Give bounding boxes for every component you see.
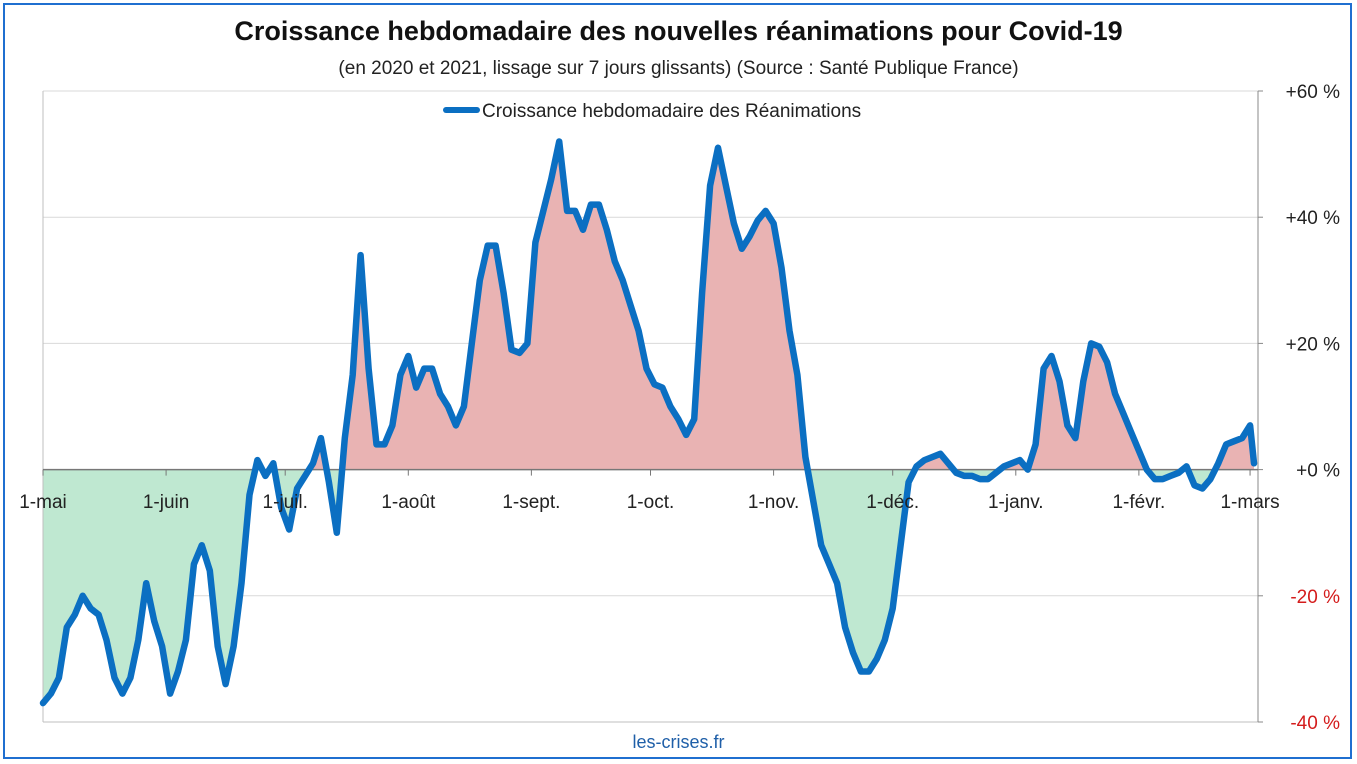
x-tick-label: 1-juin bbox=[143, 492, 189, 513]
series-line-layer bbox=[39, 138, 1258, 707]
x-tick-label: 1-août bbox=[381, 492, 436, 513]
y-tick-label: +0 % bbox=[1296, 461, 1340, 482]
x-tick-label: 1-déc. bbox=[866, 492, 919, 513]
negative-area-fill bbox=[43, 469, 1216, 704]
x-tick-label: 1-mars bbox=[1220, 492, 1279, 513]
x-tick-labels: 1-mai 1-juin 1-juil. 1-août 1-sept. 1-oct. 1-n… bbox=[19, 492, 1279, 513]
series-line bbox=[39, 138, 1258, 707]
y-tick-labels: +60 % +40 % +20 % +0 % -20 % -40 % bbox=[1286, 82, 1341, 734]
source-label: les-crises.fr bbox=[632, 732, 725, 752]
x-tick-label: 1-juil. bbox=[263, 492, 308, 513]
x-tick-label: 1-nov. bbox=[748, 492, 799, 513]
x-tick-label: 1-oct. bbox=[627, 492, 675, 513]
chart-subtitle: (en 2020 et 2021, lissage sur 7 jours gl… bbox=[338, 58, 1019, 79]
y-tick-label: -20 % bbox=[1290, 587, 1340, 608]
legend: Croissance hebdomadaire des Réanimations bbox=[443, 101, 861, 122]
y-tick-label: +60 % bbox=[1286, 82, 1341, 103]
x-tick-label: 1-mai bbox=[19, 492, 67, 513]
y-tick-label: +40 % bbox=[1286, 208, 1341, 229]
x-tick-label: 1-janv. bbox=[988, 492, 1044, 513]
y-tick-label: -40 % bbox=[1290, 713, 1340, 734]
axes bbox=[42, 90, 1263, 723]
x-tick-label: 1-févr. bbox=[1112, 492, 1165, 513]
x-tick-label: 1-sept. bbox=[502, 492, 560, 513]
legend-label: Croissance hebdomadaire des Réanimations bbox=[482, 101, 861, 122]
area-fills bbox=[43, 141, 1254, 704]
y-tick-label: +20 % bbox=[1286, 334, 1341, 355]
chart-title: Croissance hebdomadaire des nouvelles ré… bbox=[234, 16, 1123, 46]
